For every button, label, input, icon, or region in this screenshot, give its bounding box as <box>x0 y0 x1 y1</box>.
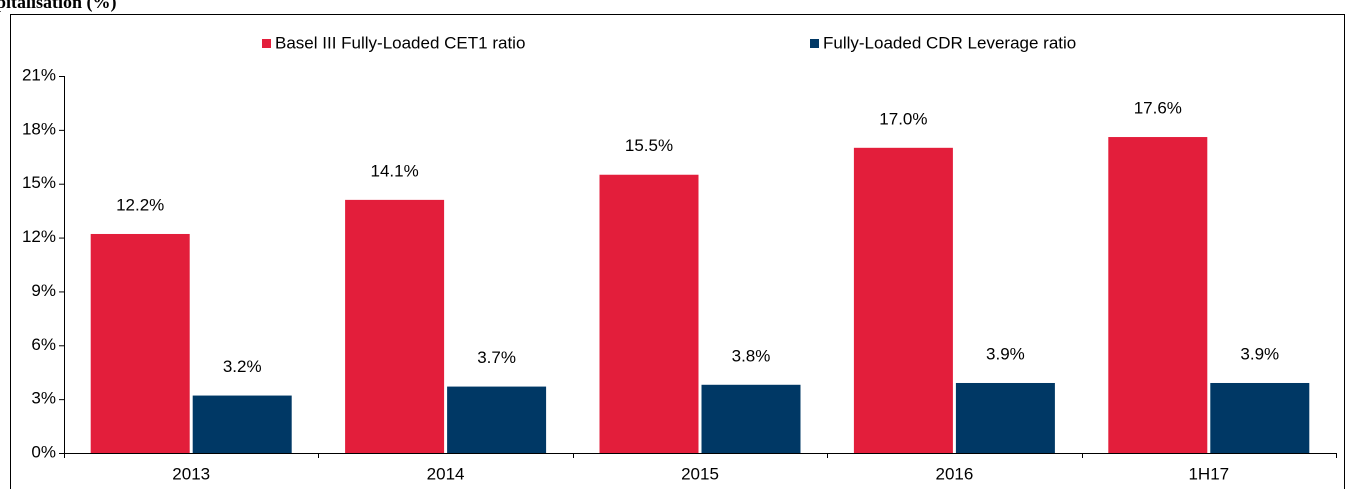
legend-label: Basel III Fully-Loaded CET1 ratio <box>275 33 525 52</box>
y-tick-label: 3% <box>31 389 56 408</box>
bar <box>1210 382 1310 453</box>
y-tick-label: 6% <box>31 335 56 354</box>
bar <box>701 384 801 453</box>
bar <box>192 395 292 453</box>
chart-title: pitalisation (%) <box>0 0 117 13</box>
bar <box>90 233 190 453</box>
value-label: 3.9% <box>986 344 1025 363</box>
bar <box>1108 137 1208 454</box>
bar <box>599 174 699 453</box>
y-tick-label: 15% <box>22 173 56 192</box>
value-label: 14.1% <box>370 161 418 180</box>
value-label: 3.7% <box>477 348 516 367</box>
value-label: 3.9% <box>1240 344 1279 363</box>
x-tick-label: 2016 <box>935 464 973 483</box>
value-label: 15.5% <box>625 136 673 155</box>
x-tick-label: 2013 <box>172 464 210 483</box>
bar <box>447 386 547 453</box>
legend-swatch <box>262 39 271 48</box>
x-tick-label: 2014 <box>427 464 465 483</box>
y-tick-label: 0% <box>31 442 56 461</box>
value-label: 12.2% <box>116 195 164 214</box>
x-tick-label: 1H17 <box>1188 464 1229 483</box>
bar <box>853 147 953 454</box>
value-label: 3.8% <box>732 346 771 365</box>
x-tick-label: 2015 <box>681 464 719 483</box>
chart-frame <box>10 14 1345 494</box>
y-tick-label: 18% <box>22 119 56 138</box>
value-label: 3.2% <box>223 357 262 376</box>
legend-swatch <box>810 39 819 48</box>
bar <box>345 199 445 453</box>
y-tick-label: 9% <box>31 281 56 300</box>
value-label: 17.6% <box>1134 99 1182 118</box>
bar <box>955 382 1055 453</box>
y-tick-label: 21% <box>22 65 56 84</box>
y-tick-label: 12% <box>22 227 56 246</box>
value-label: 17.0% <box>879 109 927 128</box>
legend-label: Fully-Loaded CDR Leverage ratio <box>823 33 1076 52</box>
